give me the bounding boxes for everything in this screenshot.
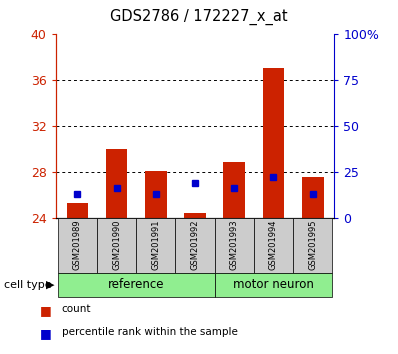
- Bar: [302, 177, 324, 218]
- Text: motor neuron: motor neuron: [233, 279, 314, 291]
- Bar: [97, 218, 136, 273]
- Text: percentile rank within the sample: percentile rank within the sample: [62, 327, 238, 337]
- Bar: [184, 213, 206, 218]
- Bar: [66, 203, 88, 218]
- Text: cell type: cell type: [4, 280, 52, 290]
- Text: GSM201989: GSM201989: [73, 220, 82, 270]
- Bar: [263, 68, 284, 218]
- Text: GSM201991: GSM201991: [151, 220, 160, 270]
- Text: GSM201995: GSM201995: [308, 220, 317, 270]
- Bar: [176, 218, 215, 273]
- Text: reference: reference: [108, 279, 164, 291]
- Text: ■: ■: [40, 304, 52, 318]
- Text: GSM201992: GSM201992: [191, 220, 199, 270]
- Text: count: count: [62, 304, 91, 314]
- Text: GSM201994: GSM201994: [269, 220, 278, 270]
- Bar: [223, 162, 245, 218]
- Bar: [215, 273, 332, 297]
- Text: GDS2786 / 172227_x_at: GDS2786 / 172227_x_at: [110, 9, 288, 25]
- Text: ■: ■: [40, 327, 52, 341]
- Bar: [215, 218, 254, 273]
- Bar: [58, 218, 97, 273]
- Text: ▶: ▶: [45, 280, 54, 290]
- Text: GSM201990: GSM201990: [112, 220, 121, 270]
- Bar: [106, 149, 127, 218]
- Bar: [58, 273, 215, 297]
- Bar: [136, 218, 176, 273]
- Bar: [145, 171, 167, 218]
- Bar: [293, 218, 332, 273]
- Bar: [254, 218, 293, 273]
- Text: GSM201993: GSM201993: [230, 220, 239, 270]
